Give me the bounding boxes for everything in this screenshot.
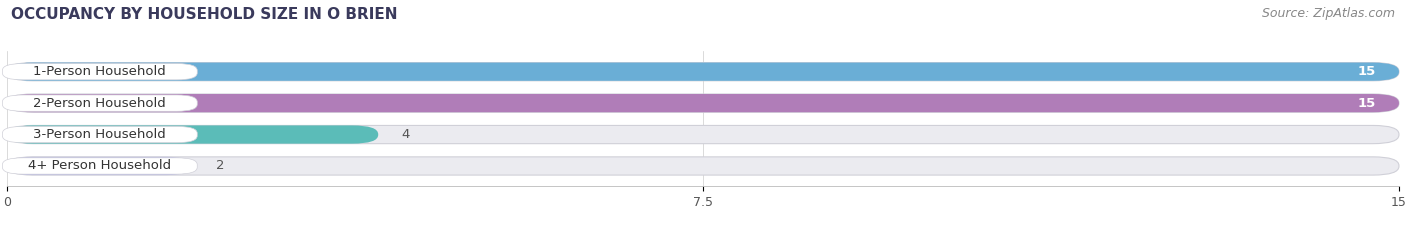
FancyBboxPatch shape — [7, 125, 1399, 144]
FancyBboxPatch shape — [7, 94, 1399, 112]
Text: 2: 2 — [217, 159, 225, 172]
FancyBboxPatch shape — [3, 64, 197, 80]
Text: 3-Person Household: 3-Person Household — [34, 128, 166, 141]
FancyBboxPatch shape — [7, 94, 1399, 112]
Text: 2-Person Household: 2-Person Household — [34, 97, 166, 110]
FancyBboxPatch shape — [7, 63, 1399, 81]
FancyBboxPatch shape — [3, 126, 197, 143]
Text: 1-Person Household: 1-Person Household — [34, 65, 166, 78]
Text: 4: 4 — [402, 128, 409, 141]
Text: 4+ Person Household: 4+ Person Household — [28, 159, 172, 172]
Text: 15: 15 — [1358, 65, 1375, 78]
FancyBboxPatch shape — [7, 157, 193, 175]
FancyBboxPatch shape — [7, 125, 378, 144]
FancyBboxPatch shape — [7, 157, 1399, 175]
FancyBboxPatch shape — [7, 63, 1399, 81]
FancyBboxPatch shape — [3, 95, 197, 111]
Text: 15: 15 — [1358, 97, 1375, 110]
Text: Source: ZipAtlas.com: Source: ZipAtlas.com — [1261, 7, 1395, 20]
FancyBboxPatch shape — [3, 158, 197, 174]
Text: OCCUPANCY BY HOUSEHOLD SIZE IN O BRIEN: OCCUPANCY BY HOUSEHOLD SIZE IN O BRIEN — [11, 7, 398, 22]
